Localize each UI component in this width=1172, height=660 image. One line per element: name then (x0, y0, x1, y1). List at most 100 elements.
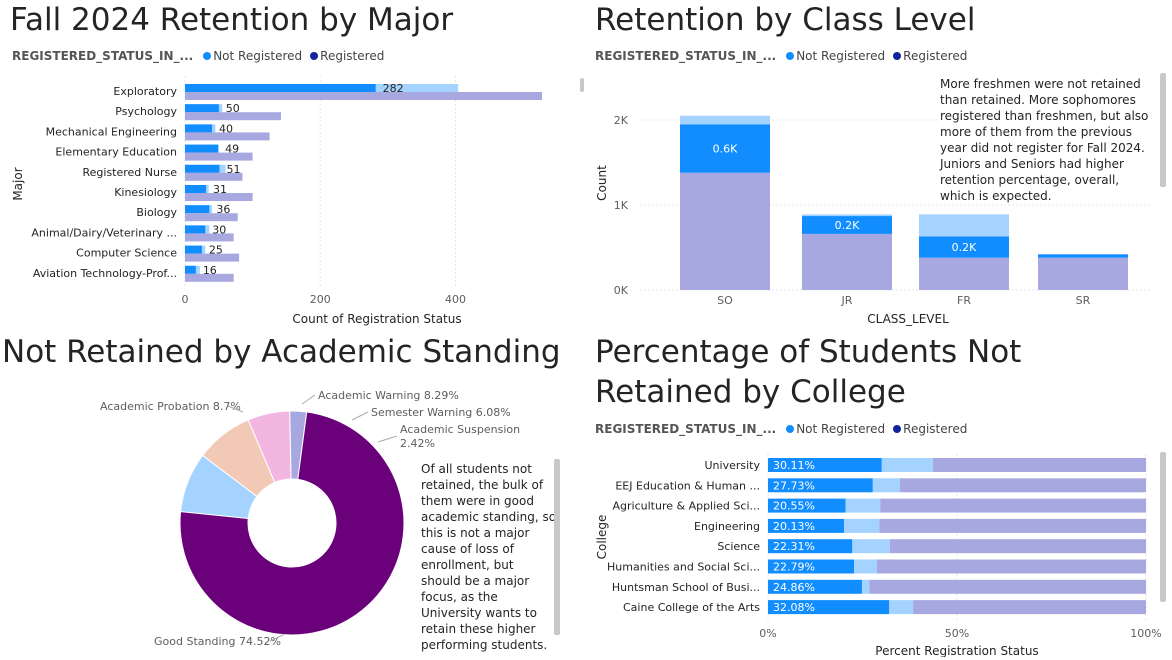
bar-light[interactable] (852, 539, 890, 554)
bar-registered[interactable] (889, 539, 1146, 554)
bar-registered[interactable] (185, 132, 270, 141)
category-label: Caine College of the Arts (623, 601, 760, 614)
bar-not-registered[interactable] (185, 164, 220, 173)
bar-registered[interactable] (932, 458, 1146, 472)
legend-registered[interactable]: Registered (320, 49, 385, 63)
bar-not-registered[interactable] (185, 205, 210, 214)
bar-not-registered[interactable] (768, 600, 890, 615)
registered-dot-icon (310, 52, 319, 60)
category-label: Psychology (115, 105, 177, 118)
panel1-legend[interactable]: REGISTERED_STATUS_IN_... Not Registered … (12, 49, 388, 63)
bar-light[interactable] (844, 518, 880, 533)
bar-light[interactable] (802, 214, 892, 217)
bar-registered[interactable] (1038, 257, 1128, 290)
bar-registered[interactable] (185, 193, 253, 201)
bar-registered[interactable] (185, 92, 542, 100)
legend-registered[interactable]: Registered (903, 49, 968, 63)
panel2-note-scrollbar[interactable] (1160, 73, 1166, 187)
bar-not-registered[interactable] (185, 245, 202, 254)
bar-light[interactable] (680, 115, 770, 125)
legend-not-registered[interactable]: Not Registered (796, 422, 886, 436)
bar-light[interactable] (845, 498, 881, 513)
bar-light[interactable] (861, 579, 870, 594)
bar-registered[interactable] (900, 478, 1146, 493)
data-label: 30.11% (773, 459, 815, 472)
bar-registered[interactable] (185, 273, 234, 282)
bar-registered[interactable] (880, 498, 1146, 513)
panel4-title-line1: Percentage of Students Not (595, 334, 1022, 370)
bar-registered[interactable] (879, 518, 1146, 533)
bar-registered[interactable] (185, 152, 253, 161)
panel4-scrollbar[interactable] (1160, 452, 1166, 602)
category-label: Humanities and Social Sci... (607, 561, 760, 574)
class-level-note: More freshmen were not retained than ret… (940, 76, 1152, 204)
bar-not-registered[interactable] (185, 104, 219, 113)
category-label: Elementary Education (55, 146, 177, 159)
bar-not-registered[interactable] (802, 216, 892, 234)
bar-not-registered[interactable] (768, 559, 855, 574)
panel4-legend[interactable]: REGISTERED_STATUS_IN_... Not Registered … (595, 422, 971, 436)
category-label: Agriculture & Applied Sci... (613, 500, 761, 513)
data-label: 282 (383, 82, 404, 95)
data-label: 20.13% (773, 520, 815, 533)
bar-registered[interactable] (869, 579, 1146, 594)
class-level-bar-chart[interactable]: 0K 1K 2K Count CLASS_LEVEL 0.6K SO 0.2K JR 0.2K FR… (590, 68, 1170, 328)
registered-dot-icon (893, 425, 902, 433)
legend-not-registered[interactable]: Not Registered (796, 49, 886, 63)
bar-registered[interactable] (185, 213, 238, 222)
bar-registered[interactable] (185, 233, 234, 242)
bar-light[interactable] (872, 478, 901, 493)
category-label: Engineering (694, 520, 760, 533)
bar-not-registered[interactable] (1038, 254, 1128, 258)
bar-not-registered[interactable] (185, 225, 206, 234)
x-axis-label: CLASS_LEVEL (867, 312, 949, 326)
legend-title: REGISTERED_STATUS_IN_... (595, 422, 777, 436)
bar-registered[interactable] (185, 172, 243, 181)
bar-not-registered[interactable] (185, 265, 196, 274)
bar-not-registered[interactable] (185, 124, 213, 133)
bar-not-registered[interactable] (768, 518, 845, 533)
category-label: Huntsman School of Busi... (612, 581, 760, 594)
category-label: Biology (136, 206, 177, 219)
panel2-legend[interactable]: REGISTERED_STATUS_IN_... Not Registered … (595, 49, 971, 63)
slice-good-standing[interactable] (179, 411, 405, 636)
bar-registered[interactable] (185, 112, 282, 121)
leader-line (301, 394, 316, 405)
x-tick-label: 0 (182, 293, 189, 306)
college-percent-bar-chart[interactable]: 0% 50% 100% Percent Registration Status Coll… (590, 442, 1172, 657)
data-label: 40 (219, 122, 233, 135)
bar-light[interactable] (919, 214, 1009, 237)
bar-not-registered[interactable] (680, 124, 770, 173)
bar-not-registered[interactable] (768, 478, 873, 493)
panel1-title: Fall 2024 Retention by Major (10, 2, 454, 38)
x-tick-label: SR (1076, 294, 1091, 307)
bar-not-registered[interactable] (185, 144, 219, 153)
bar-not-registered[interactable] (768, 458, 882, 472)
leader-line (351, 411, 369, 421)
bar-not-registered[interactable] (185, 185, 206, 193)
bar-not-registered[interactable] (185, 84, 376, 92)
bar-light[interactable] (881, 458, 933, 472)
major-bar-chart[interactable]: 0 200 400 Count of Registration Status Major… (0, 68, 590, 328)
bar-registered[interactable] (680, 172, 770, 290)
bar-registered[interactable] (185, 253, 240, 262)
bar-not-registered[interactable] (919, 236, 1009, 258)
legend-not-registered[interactable]: Not Registered (213, 49, 303, 63)
academic-standing-donut-chart[interactable]: Academic Probation 8.7% Academic Warning … (0, 370, 580, 660)
data-label: 49 (225, 143, 239, 156)
bar-registered[interactable] (919, 257, 1009, 290)
leader-line (269, 633, 286, 642)
bar-registered[interactable] (913, 600, 1146, 615)
bar-not-registered[interactable] (768, 579, 862, 594)
bar-light[interactable] (854, 559, 877, 574)
legend-registered[interactable]: Registered (903, 422, 968, 436)
panel3-note-scrollbar[interactable] (554, 459, 560, 635)
bar-light[interactable] (889, 600, 914, 615)
panel1-scrollbar[interactable] (580, 78, 584, 92)
data-label: 27.73% (773, 479, 815, 492)
bar-not-registered[interactable] (768, 498, 846, 513)
bar-registered[interactable] (802, 233, 892, 290)
bar-not-registered[interactable] (768, 539, 853, 554)
data-label: 24.86% (773, 581, 815, 594)
bar-registered[interactable] (876, 559, 1146, 574)
